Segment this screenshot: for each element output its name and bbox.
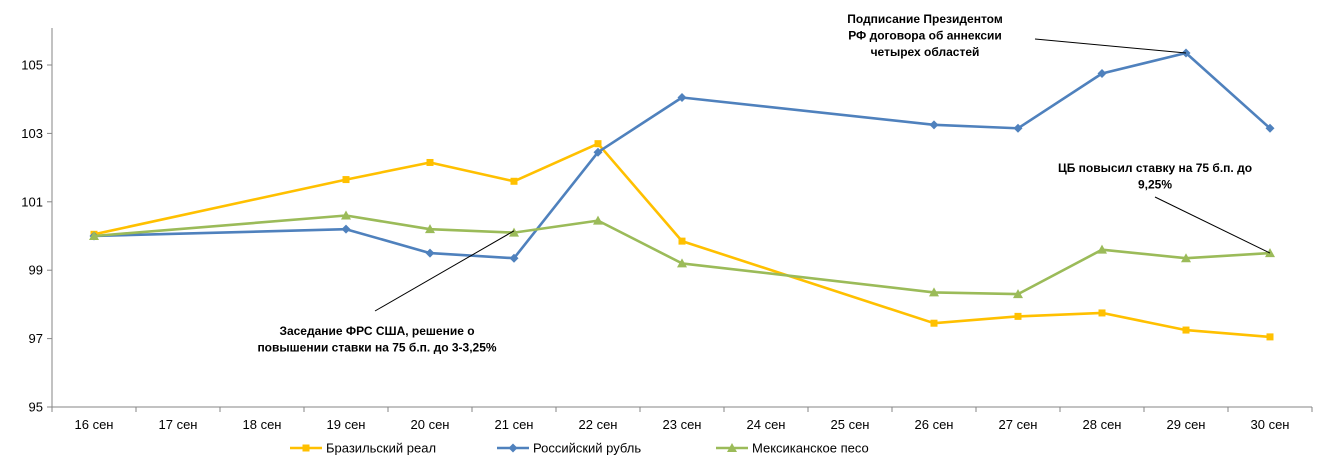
data-point (929, 287, 939, 297)
data-point (341, 224, 351, 234)
annotation-1: Подписание Президентом РФ договора об анн… (847, 12, 1187, 59)
data-point (1266, 333, 1274, 341)
x-tick-label: 22 сен (579, 417, 618, 432)
data-point (426, 158, 434, 166)
x-tick-label: 28 сен (1083, 417, 1122, 432)
x-tick-label: 20 сен (411, 417, 450, 432)
y-tick-label: 99 (29, 263, 43, 278)
x-tick-label: 23 сен (663, 417, 702, 432)
legend-label: Российский рубль (533, 441, 641, 456)
y-tick-label: 105 (21, 58, 43, 73)
data-point (1181, 253, 1191, 263)
data-point (341, 210, 351, 220)
data-point (677, 258, 687, 268)
data-point (1098, 309, 1106, 317)
annotation-text: ЦБ повысил ставку на 75 б.п. до (1058, 161, 1252, 175)
x-tick-label: 18 сен (243, 417, 282, 432)
data-point (1265, 123, 1275, 133)
chart-axes: 95 97 99 101 103 105 16 сен 17 сен 18 сен 19 сен 2… (21, 28, 1313, 432)
x-tick-label: 26 сен (915, 417, 954, 432)
annotation-text: РФ договора об аннексии (848, 29, 1002, 43)
annotation-leader-line (1154, 196, 1271, 254)
legend-marker (302, 444, 310, 452)
legend-item-1: Бразильский реал (290, 441, 436, 456)
x-tick-label: 29 сен (1167, 417, 1206, 432)
data-point (677, 92, 687, 102)
x-tick-label: 24 сен (747, 417, 786, 432)
legend-label: Мексиканское песо (752, 441, 869, 456)
data-point (1013, 123, 1023, 133)
legend-item-3: Мексиканское песо (716, 441, 869, 456)
data-point (510, 177, 518, 185)
x-tick-label: 25 сен (831, 417, 870, 432)
annotation-2: ЦБ повысил ставку на 75 б.п. до 9,25% (1058, 161, 1271, 254)
annotation-text: Заседание ФРС США, решение о (279, 324, 474, 338)
data-point (509, 227, 519, 237)
data-point (1097, 69, 1107, 79)
x-tick-label: 17 сен (159, 417, 198, 432)
data-point (1097, 244, 1107, 254)
legend: Бразильский реал Российский рубль Мексикан… (290, 441, 869, 456)
legend-marker (727, 443, 737, 452)
annotation-text: 9,25% (1138, 178, 1172, 192)
annotation-leader-line (374, 230, 515, 312)
annotation-text: повышении ставки на 75 б.п. до 3-3,25% (257, 341, 496, 355)
annotation-text: Подписание Президентом (847, 12, 1003, 26)
annotation-leader-line (1034, 38, 1187, 54)
data-point (1013, 289, 1023, 299)
x-tick-label: 16 сен (75, 417, 114, 432)
series-1 (90, 140, 1274, 341)
annotation-3: Заседание ФРС США, решение о повышении ст… (257, 230, 515, 355)
data-point (425, 224, 435, 234)
series-layer (89, 48, 1275, 341)
legend-marker (508, 443, 518, 453)
y-tick-label: 97 (29, 331, 43, 346)
data-point (425, 248, 435, 258)
data-point (594, 140, 602, 148)
data-point (1182, 326, 1190, 334)
y-tick-label: 95 (29, 400, 43, 415)
annotation-layer: Подписание Президентом РФ договора об анн… (257, 12, 1271, 355)
data-point (929, 120, 939, 130)
y-tick-label: 101 (21, 194, 43, 209)
y-tick-label: 103 (21, 126, 43, 141)
data-point (593, 215, 603, 225)
data-point (593, 147, 603, 157)
series-2 (89, 48, 1275, 263)
series-3 (89, 210, 1275, 299)
x-tick-label: 21 сен (495, 417, 534, 432)
series-line (93, 51, 1271, 260)
legend-item-2: Российский рубль (497, 441, 641, 456)
annotation-text: четырех областей (871, 45, 980, 59)
series-line (93, 214, 1271, 296)
data-point (930, 319, 938, 327)
x-tick-label: 19 сен (327, 417, 366, 432)
data-point (1014, 312, 1022, 320)
data-point (89, 231, 99, 240)
data-point (678, 237, 686, 245)
data-point (509, 253, 519, 263)
legend-label: Бразильский реал (326, 441, 436, 456)
x-tick-label: 27 сен (999, 417, 1038, 432)
data-point (342, 176, 350, 184)
x-tick-label: 30 сен (1251, 417, 1290, 432)
